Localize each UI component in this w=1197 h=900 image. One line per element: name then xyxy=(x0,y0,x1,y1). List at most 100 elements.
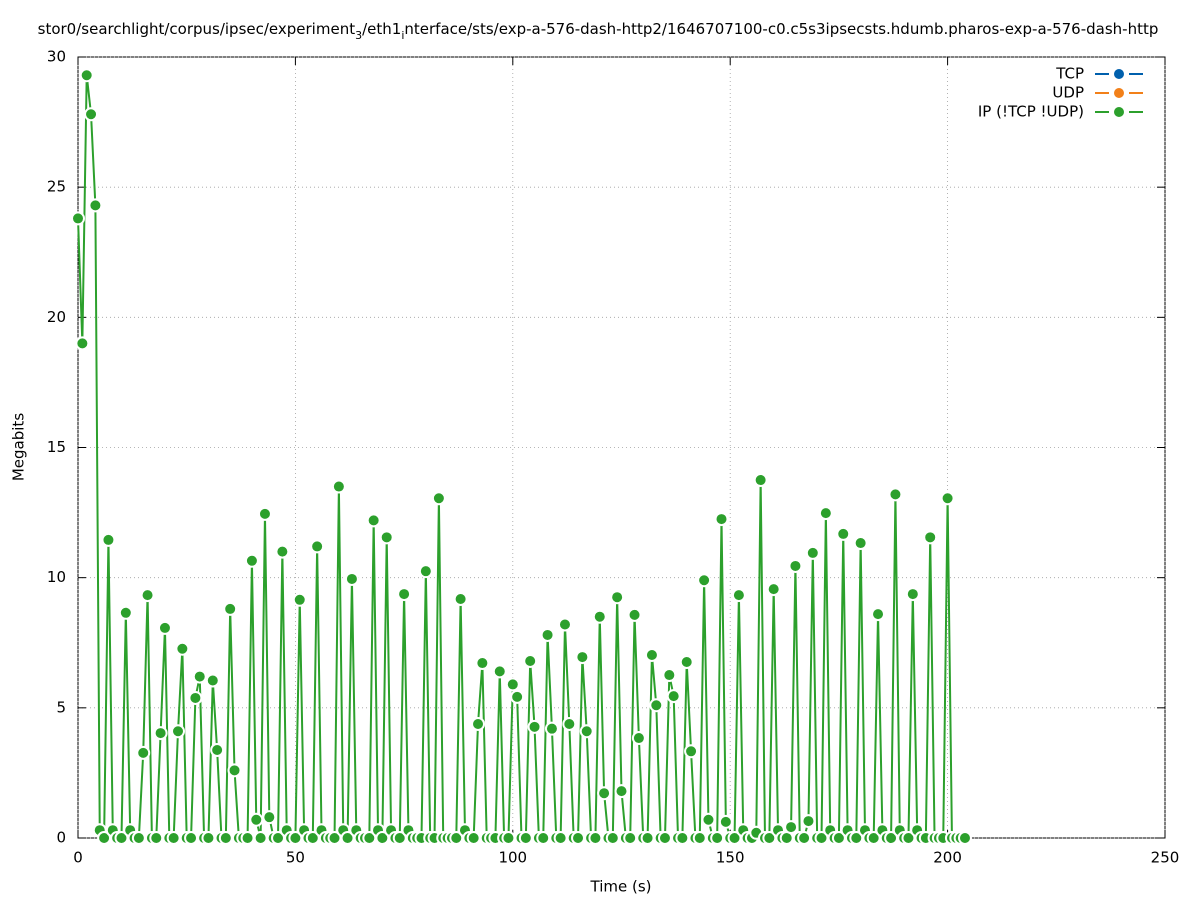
data-point xyxy=(140,588,155,603)
title-part: i xyxy=(401,29,404,42)
data-point xyxy=(262,810,277,825)
data-point xyxy=(253,831,268,845)
data-point xyxy=(818,506,833,521)
data-point xyxy=(888,487,903,502)
data-point xyxy=(766,582,781,597)
data-point xyxy=(184,831,199,845)
data-point xyxy=(697,573,712,588)
data-point xyxy=(292,592,307,607)
data-point xyxy=(710,831,725,845)
data-point xyxy=(562,716,577,731)
data-point xyxy=(701,812,716,827)
data-point xyxy=(223,601,238,616)
legend-marker xyxy=(1112,105,1126,119)
data-point xyxy=(71,211,85,226)
data-point xyxy=(923,530,938,545)
title-part: 3 xyxy=(355,29,362,42)
data-point xyxy=(731,588,746,603)
series-line xyxy=(77,75,965,842)
data-point xyxy=(118,605,133,620)
data-point xyxy=(666,689,681,704)
y-tick-label: 5 xyxy=(56,698,66,716)
data-point xyxy=(79,68,94,83)
data-point xyxy=(310,539,325,554)
data-point xyxy=(466,831,481,845)
data-point xyxy=(592,609,607,624)
title-part: stor0/searchlight/corpus/ipsec/experimen… xyxy=(38,20,356,38)
data-point xyxy=(275,544,290,559)
data-point xyxy=(201,831,216,845)
data-point xyxy=(627,607,642,622)
data-point xyxy=(327,831,342,845)
x-tick-label: 50 xyxy=(286,849,305,867)
data-point xyxy=(575,650,590,665)
y-tick-label: 20 xyxy=(47,308,66,326)
chart-title: stor0/searchlight/corpus/ipsec/experimen… xyxy=(38,20,1159,42)
plot-frame xyxy=(77,56,1166,839)
data-point xyxy=(501,831,516,845)
data-point xyxy=(571,831,586,845)
data-point xyxy=(640,831,655,845)
data-point xyxy=(884,831,899,845)
data-point xyxy=(153,726,168,741)
data-point xyxy=(784,820,799,835)
data-point xyxy=(188,690,203,705)
data-point xyxy=(218,831,233,845)
data-point xyxy=(331,479,346,494)
data-point xyxy=(957,831,972,845)
data-point xyxy=(662,668,677,683)
data-point xyxy=(453,592,468,607)
data-point xyxy=(518,831,533,845)
legend-label: TCP xyxy=(1055,65,1084,83)
data-point xyxy=(271,831,286,845)
data-point xyxy=(375,831,390,845)
data-point xyxy=(692,831,707,845)
data-point xyxy=(588,831,603,845)
data-point xyxy=(362,831,377,845)
x-tick-label: 200 xyxy=(933,849,962,867)
data-point xyxy=(157,620,172,635)
data-point xyxy=(510,689,525,704)
x-tick-label: 250 xyxy=(1151,849,1180,867)
data-point xyxy=(610,590,625,605)
data-point xyxy=(84,107,99,122)
y-tick-label: 0 xyxy=(56,829,66,847)
x-axis-label: Time (s) xyxy=(590,878,652,896)
y-axis-label: Megabits xyxy=(10,413,28,481)
data-point xyxy=(849,831,864,845)
data-point xyxy=(340,831,355,845)
legend-marker xyxy=(1112,67,1126,81)
data-point xyxy=(505,677,520,692)
data-point xyxy=(88,198,103,213)
data-point xyxy=(244,553,259,568)
data-point xyxy=(136,745,151,760)
data-point xyxy=(905,587,920,602)
legend-marker xyxy=(1112,86,1126,100)
data-point xyxy=(527,719,542,734)
data-point xyxy=(171,724,186,739)
x-tick-label: 100 xyxy=(498,849,527,867)
data-point xyxy=(471,716,486,731)
data-point xyxy=(227,763,242,778)
data-point xyxy=(814,831,829,845)
data-point xyxy=(753,473,768,488)
legend-label: UDP xyxy=(1052,84,1084,102)
data-point xyxy=(249,812,264,827)
data-point xyxy=(392,831,407,845)
data-point xyxy=(805,545,820,560)
data-point xyxy=(684,744,699,759)
data-point xyxy=(801,814,816,829)
data-point xyxy=(718,814,733,829)
data-point xyxy=(762,831,777,845)
data-point xyxy=(149,831,164,845)
data-point xyxy=(101,532,116,547)
data-point xyxy=(871,607,886,622)
data-point xyxy=(553,831,568,845)
data-point xyxy=(397,587,412,602)
data-point xyxy=(597,786,612,801)
y-tick-label: 25 xyxy=(47,178,66,196)
data-point xyxy=(114,831,129,845)
data-point xyxy=(788,558,803,573)
data-point xyxy=(675,831,690,845)
